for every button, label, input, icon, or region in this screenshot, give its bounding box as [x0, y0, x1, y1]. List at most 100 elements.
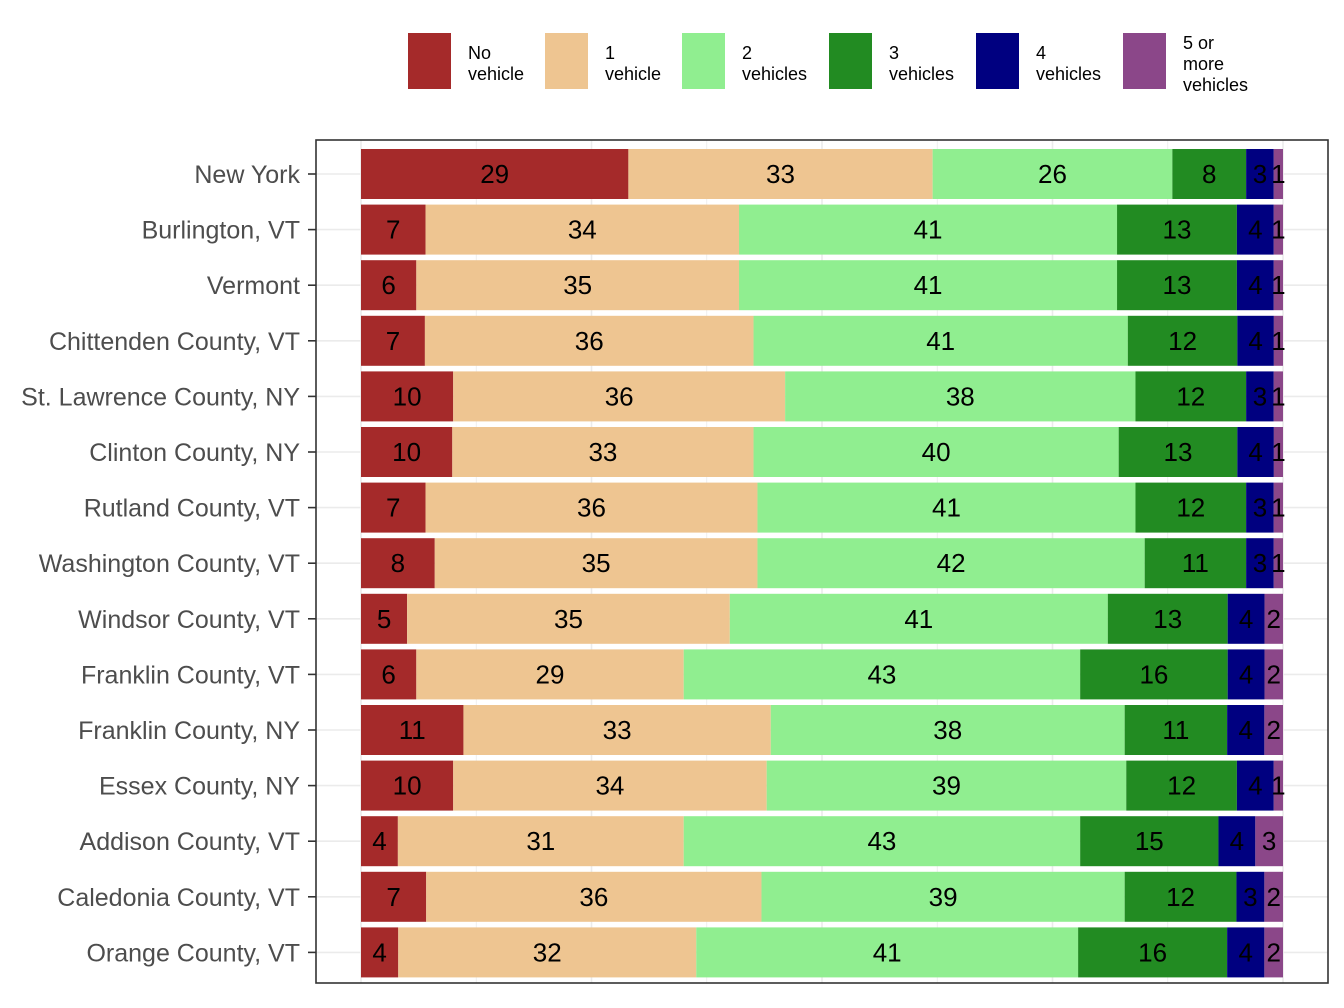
data-label: 31	[526, 826, 555, 856]
bar-addison-county-vt-1-vehicle	[397, 816, 684, 867]
legend-item-5-or-more-vehicles: 5 or more vehicles	[1123, 33, 1248, 95]
data-label: 3	[1262, 826, 1276, 856]
data-label: 2	[1267, 659, 1281, 689]
y-tick-label: Franklin County, VT	[81, 661, 300, 689]
bar-addison-county-vt-no-vehicle	[361, 816, 398, 867]
bar-orange-county-vt-2-vehicles	[696, 927, 1079, 978]
bar-clinton-county-ny-1-vehicle	[452, 427, 754, 477]
data-label: 12	[1176, 381, 1205, 411]
data-label: 11	[399, 715, 426, 745]
bar-essex-county-ny-3-vehicles	[1126, 760, 1237, 811]
legend-item-2-vehicles: 2 vehicles	[682, 33, 807, 89]
data-label: 1	[1271, 159, 1285, 189]
bar-burlington-vt-2-vehicles	[739, 204, 1118, 255]
bar-st-lawrence-county-ny-2-vehicles	[785, 371, 1136, 422]
bar-caledonia-county-vt-2-vehicles	[761, 871, 1125, 922]
data-label: 4	[1248, 437, 1262, 467]
data-label: 41	[914, 215, 943, 245]
data-label: 1	[1271, 326, 1285, 356]
data-label: 16	[1139, 659, 1168, 689]
bar-chittenden-county-vt-2-vehicles	[753, 315, 1128, 366]
data-label: 38	[946, 381, 975, 411]
data-label: 8	[1202, 159, 1216, 189]
bar-vermont-1-vehicle	[416, 260, 740, 311]
data-label: 4	[1248, 326, 1262, 356]
bar-caledonia-county-vt-no-vehicle	[361, 871, 427, 922]
data-label: 4	[1239, 715, 1253, 745]
data-label: 33	[603, 715, 632, 745]
bar-clinton-county-ny-2-vehicles	[753, 427, 1119, 477]
data-label: 35	[582, 548, 611, 578]
legend: No vehicle 1 vehicle 2 vehicles 3 vehicles 4 vehi…	[408, 33, 1248, 95]
data-label: 4	[1230, 826, 1244, 856]
bar-vermont-4-vehicles	[1236, 260, 1274, 311]
legend-label: 2 vehicles	[742, 43, 807, 84]
data-label: 33	[588, 437, 617, 467]
bar-orange-county-vt-4-vehicles	[1227, 927, 1265, 978]
data-label: 1	[1271, 548, 1285, 578]
y-tick-label: Windsor County, VT	[78, 606, 300, 634]
legend-item-no-vehicle: No vehicle	[408, 33, 524, 89]
y-axis: New York Burlington, VT Vermont Chittenden …	[21, 161, 316, 967]
y-tick-label: Franklin County, NY	[78, 717, 300, 745]
data-label: 4	[1248, 270, 1262, 300]
bar-rutland-county-vt-no-vehicle	[361, 482, 426, 533]
data-label: 4	[1239, 659, 1253, 689]
bar-new-york-1-vehicle	[628, 149, 933, 199]
data-label: 10	[393, 771, 422, 801]
bar-addison-county-vt-2-vehicles	[683, 816, 1081, 867]
bar-caledonia-county-vt-3-vehicles	[1124, 871, 1237, 922]
bar-essex-county-ny-2-vehicles	[766, 760, 1127, 811]
bars	[361, 149, 1283, 978]
data-label: 4	[372, 937, 386, 967]
data-label: 1	[1271, 437, 1285, 467]
data-label: 42	[937, 548, 966, 578]
data-label: 12	[1166, 882, 1195, 912]
data-label: 12	[1176, 493, 1205, 523]
data-label: 16	[1138, 937, 1167, 967]
bar-windsor-county-vt-4-vehicles	[1227, 593, 1265, 644]
data-label: 7	[386, 215, 400, 245]
y-tick-label: New York	[194, 161, 300, 189]
data-label: 13	[1164, 437, 1193, 467]
data-label: 4	[1248, 215, 1262, 245]
bar-franklin-county-ny-3-vehicles	[1124, 705, 1228, 755]
bar-new-york-2-vehicles	[932, 149, 1173, 199]
legend-item-1-vehicle: 1 vehicle	[545, 33, 661, 89]
bar-burlington-vt-no-vehicle	[361, 204, 426, 255]
data-label: 3	[1253, 548, 1267, 578]
y-tick-label: Washington County, VT	[39, 550, 300, 578]
data-label: 1	[1271, 493, 1285, 523]
data-label: 12	[1167, 771, 1196, 801]
data-label: 12	[1168, 326, 1197, 356]
data-label: 7	[386, 882, 400, 912]
y-tick-label: St. Lawrence County, NY	[21, 383, 300, 411]
data-label: 5	[377, 604, 391, 634]
legend-label: 4 vehicles	[1036, 43, 1101, 84]
bar-windsor-county-vt-2-vehicles	[729, 593, 1108, 644]
bar-burlington-vt-4-vehicles	[1236, 204, 1274, 255]
data-label: 39	[929, 882, 958, 912]
data-label: 4	[1248, 771, 1262, 801]
bar-rutland-county-vt-3-vehicles	[1135, 482, 1247, 533]
data-label: 39	[932, 771, 961, 801]
bar-new-york-5-or-more-vehicles	[1273, 149, 1283, 199]
legend-label: 1 vehicle	[605, 43, 661, 84]
plot-border	[315, 139, 1329, 984]
data-label: 8	[391, 548, 405, 578]
bar-addison-county-vt-4-vehicles	[1218, 816, 1256, 867]
data-label: 1	[1271, 381, 1285, 411]
bar-rutland-county-vt-1-vehicle	[425, 482, 758, 533]
bar-chittenden-county-vt-4-vehicles	[1237, 315, 1274, 366]
y-tick-label: Burlington, VT	[142, 217, 300, 245]
data-label: 10	[393, 381, 422, 411]
bar-washington-county-vt-3-vehicles	[1144, 538, 1247, 589]
data-label: 3	[1253, 159, 1267, 189]
data-label: 29	[480, 159, 509, 189]
data-label: 41	[904, 604, 933, 634]
data-label: 1	[1271, 215, 1285, 245]
bar-essex-county-ny-4-vehicles	[1236, 760, 1274, 811]
data-label: 4	[1239, 937, 1253, 967]
data-label: 43	[867, 826, 896, 856]
bar-vermont-no-vehicle	[361, 260, 417, 311]
